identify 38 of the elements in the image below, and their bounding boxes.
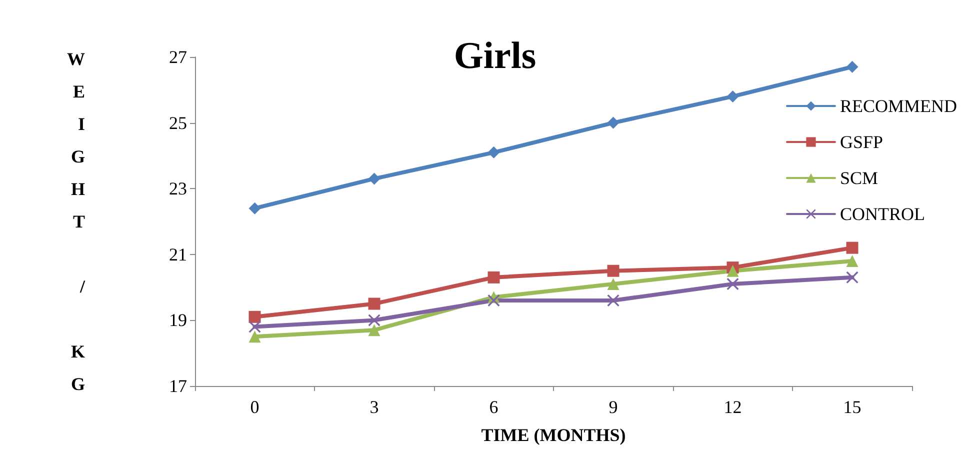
x-tick-label: 0 [250, 397, 260, 417]
y-tick-label: 19 [169, 310, 187, 330]
legend-label: GSFP [840, 132, 884, 152]
y-tick-label: 23 [169, 178, 187, 199]
point [607, 264, 620, 277]
point [607, 116, 620, 129]
point [846, 271, 858, 284]
point [368, 314, 380, 326]
point [248, 320, 261, 333]
point [846, 254, 858, 267]
legend-label: RECOMMEND [840, 96, 958, 116]
point [248, 202, 261, 214]
point [846, 60, 858, 73]
legend-label: CONTROL [840, 204, 925, 224]
y-tick-label: 25 [169, 112, 187, 133]
point [488, 146, 500, 158]
point [488, 271, 500, 284]
point [368, 172, 380, 185]
x-tick-label: 6 [489, 397, 498, 417]
text: WEIGHT / KG [67, 49, 85, 394]
point [248, 310, 261, 323]
y-tick-label: 27 [169, 47, 187, 67]
y-tick-label: 21 [169, 244, 187, 264]
legend-label: SCM [840, 168, 878, 188]
x-tick-label: 12 [724, 397, 742, 417]
point [368, 324, 380, 336]
point [248, 330, 261, 343]
y-tick-label: 17 [169, 376, 187, 396]
point [726, 90, 739, 102]
point [607, 278, 620, 290]
x-tick-label: 15 [843, 397, 862, 417]
point [726, 264, 739, 277]
x-tick-label: 3 [370, 397, 379, 417]
x-axis-title: TIME (MONTHS) [481, 425, 626, 445]
point [846, 242, 858, 254]
point [368, 298, 380, 310]
x-tick-label: 9 [608, 397, 618, 417]
chart-title: Girls [454, 35, 536, 77]
